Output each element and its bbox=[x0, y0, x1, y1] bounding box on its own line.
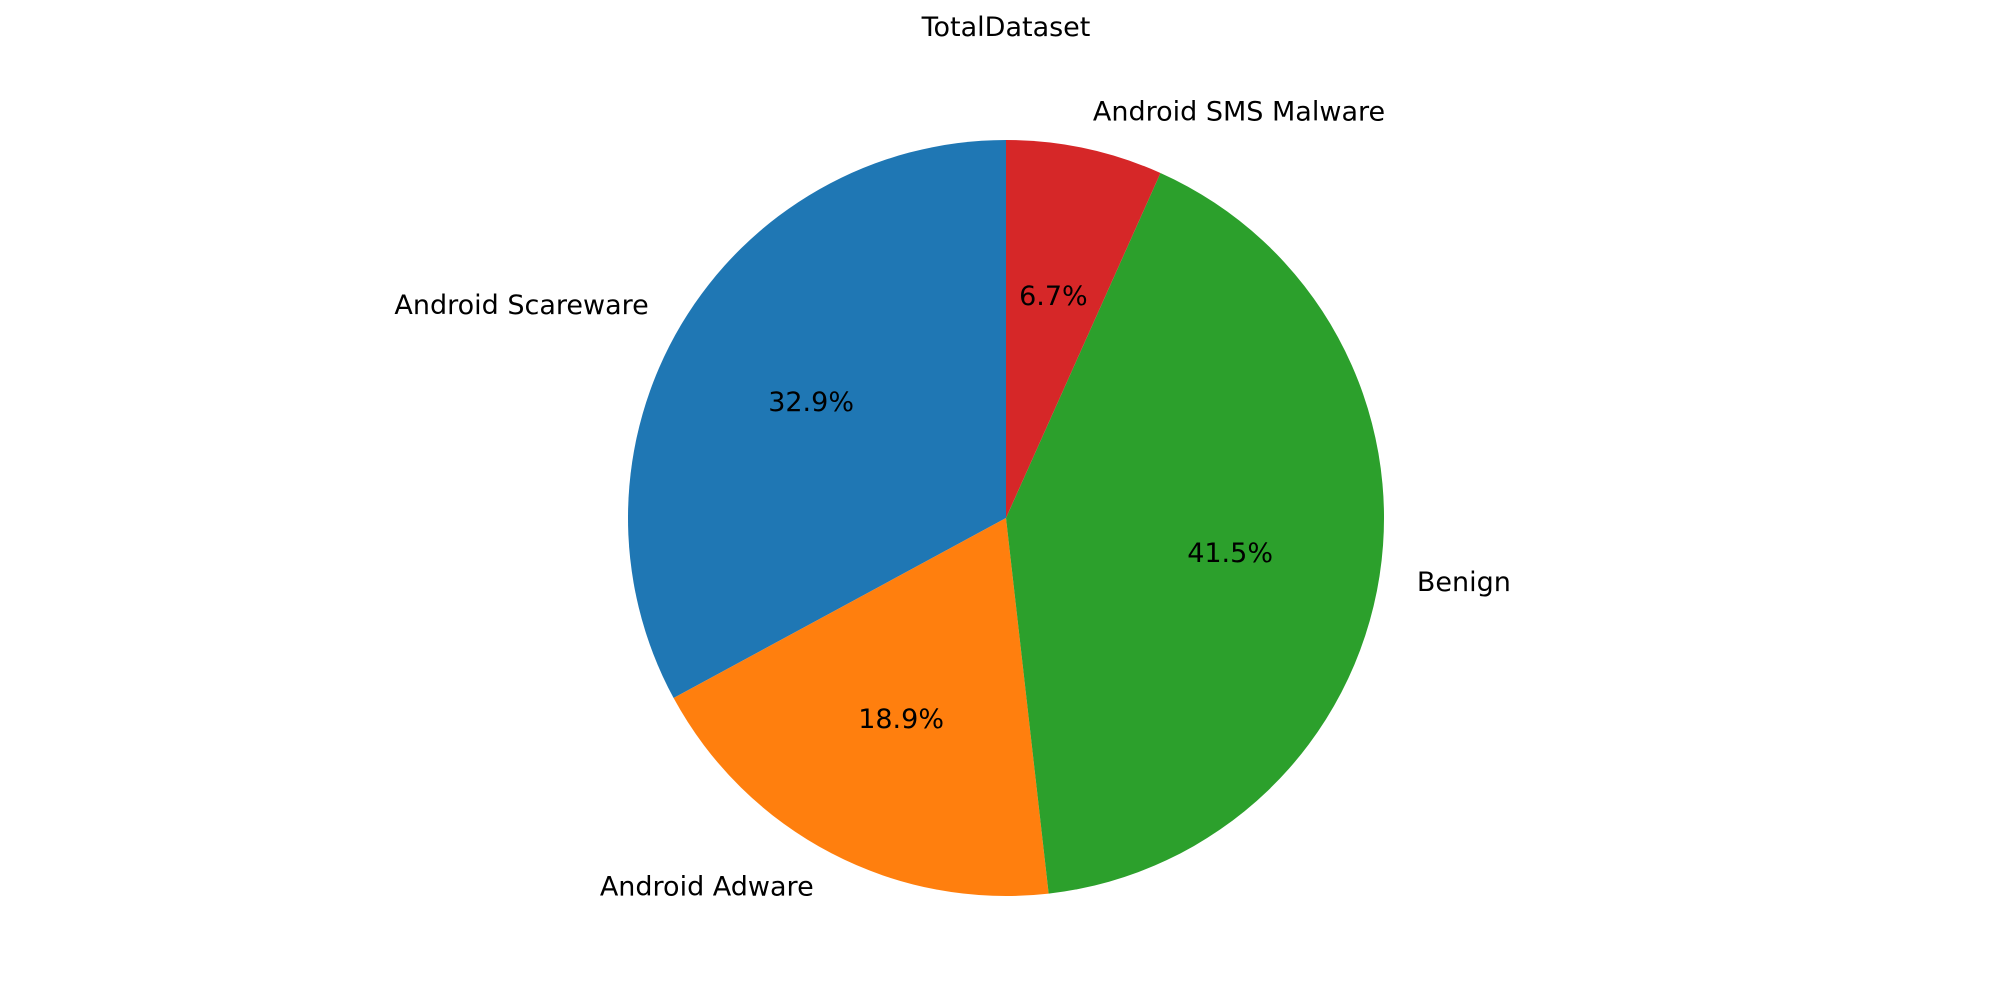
slice-percent-label: 18.9% bbox=[858, 704, 944, 735]
pie-slice-android-sms-malware bbox=[1006, 140, 1161, 518]
slice-label: Android Adware bbox=[600, 872, 814, 903]
chart-title: TotalDataset bbox=[921, 12, 1091, 43]
pie-slices bbox=[628, 140, 1385, 897]
pie-labels: Android Scareware 32.9% Android Adware 18.9… bbox=[394, 96, 1510, 902]
slice-percent-label: 6.7% bbox=[1019, 281, 1088, 312]
pie-slice-benign bbox=[1006, 173, 1385, 894]
slice-label: Benign bbox=[1417, 567, 1511, 598]
pie-slice-android-adware bbox=[673, 518, 1049, 897]
slice-percent-label: 32.9% bbox=[768, 387, 854, 418]
pie-slice-android-scareware bbox=[628, 140, 1006, 699]
slice-label: Android SMS Malware bbox=[1093, 96, 1385, 127]
slice-label: Android Scareware bbox=[394, 290, 648, 321]
slice-percent-label: 41.5% bbox=[1187, 538, 1273, 569]
